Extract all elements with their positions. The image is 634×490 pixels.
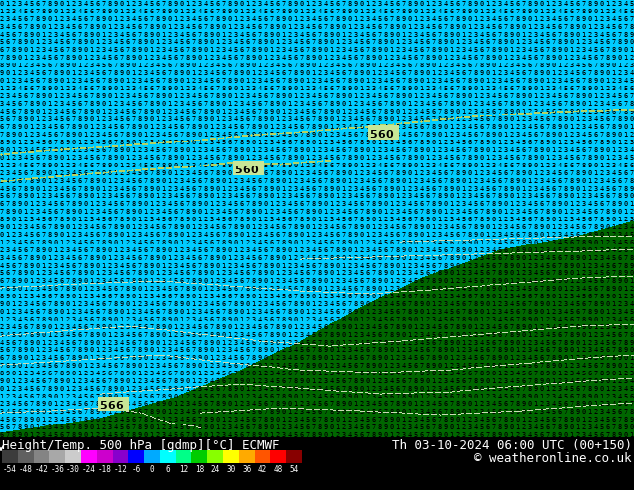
Text: -18: -18 xyxy=(98,465,112,474)
Text: 48: 48 xyxy=(274,465,283,474)
Bar xyxy=(65,450,81,463)
Text: © weatheronline.co.uk: © weatheronline.co.uk xyxy=(474,452,632,465)
Text: -24: -24 xyxy=(82,465,96,474)
Text: 18: 18 xyxy=(195,465,204,474)
Text: 6: 6 xyxy=(165,465,170,474)
Bar xyxy=(49,450,65,463)
Bar xyxy=(34,450,49,463)
Text: 42: 42 xyxy=(258,465,267,474)
Bar xyxy=(81,450,97,463)
Text: -30: -30 xyxy=(66,465,80,474)
Text: 54: 54 xyxy=(290,465,299,474)
Text: Th 03-10-2024 06:00 UTC (00+150): Th 03-10-2024 06:00 UTC (00+150) xyxy=(392,439,632,452)
Bar xyxy=(191,450,207,463)
Text: -12: -12 xyxy=(113,465,127,474)
Bar xyxy=(176,450,191,463)
Bar xyxy=(223,450,239,463)
Text: 36: 36 xyxy=(242,465,251,474)
Bar xyxy=(112,450,128,463)
Bar xyxy=(2,450,18,463)
Bar xyxy=(18,450,34,463)
Text: -6: -6 xyxy=(132,465,141,474)
Bar xyxy=(160,450,176,463)
Text: -36: -36 xyxy=(50,465,64,474)
Text: -54: -54 xyxy=(3,465,17,474)
Bar xyxy=(271,450,286,463)
Bar xyxy=(255,450,271,463)
Text: 24: 24 xyxy=(210,465,220,474)
Text: 12: 12 xyxy=(179,465,188,474)
Bar xyxy=(286,450,302,463)
Bar xyxy=(97,450,112,463)
Text: Height/Temp. 500 hPa [gdmp][°C] ECMWF: Height/Temp. 500 hPa [gdmp][°C] ECMWF xyxy=(2,439,280,452)
Bar xyxy=(128,450,144,463)
Text: 0: 0 xyxy=(150,465,154,474)
Text: 30: 30 xyxy=(226,465,236,474)
Text: -42: -42 xyxy=(34,465,48,474)
Bar xyxy=(144,450,160,463)
Text: -48: -48 xyxy=(19,465,32,474)
Bar xyxy=(207,450,223,463)
Bar xyxy=(239,450,255,463)
